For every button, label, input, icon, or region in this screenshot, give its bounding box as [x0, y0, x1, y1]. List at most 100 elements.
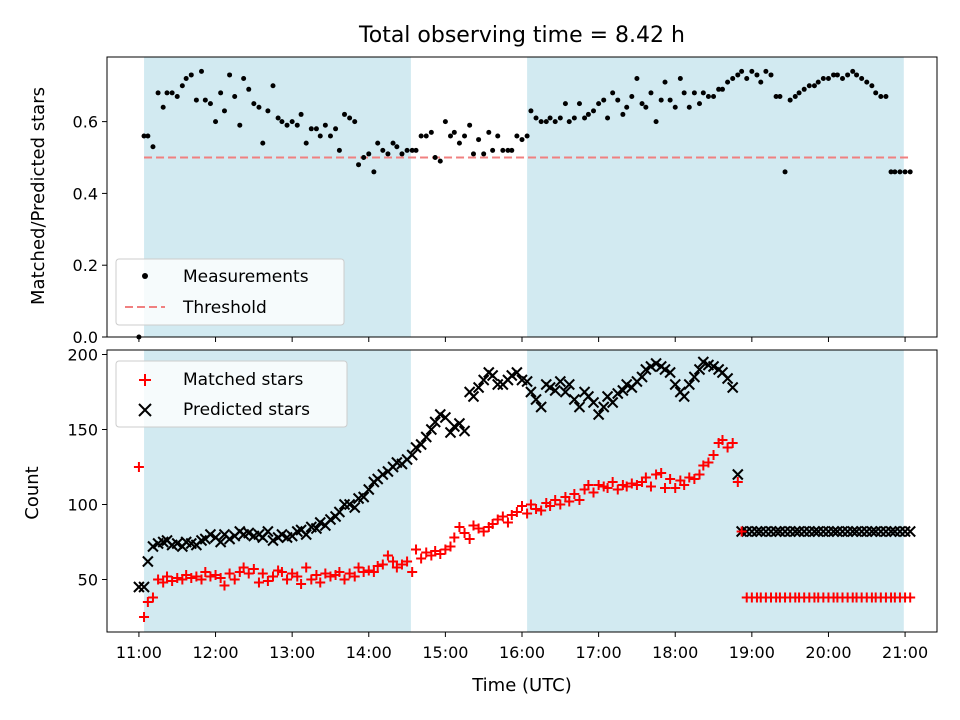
predicted-point: [866, 525, 878, 538]
x-tick-label: 21:00: [882, 643, 928, 662]
matched-point: [253, 577, 264, 588]
y-tick-label: 0.0: [73, 328, 98, 347]
measurement-point: [289, 119, 295, 125]
matched-point: [621, 481, 632, 492]
measurement-point: [639, 101, 645, 107]
x-tick-label: 12:00: [192, 643, 238, 662]
y-tick-label: 50: [78, 571, 98, 590]
predicted-point: [645, 360, 657, 373]
measurement-point: [470, 151, 476, 157]
matched-point: [602, 483, 613, 493]
matched-point: [158, 577, 169, 588]
predicted-point: [420, 431, 432, 443]
predicted-point: [669, 378, 681, 391]
measurement-point: [806, 83, 812, 89]
measurement-point: [380, 147, 386, 153]
y-tick-label: 200: [67, 346, 98, 365]
predicted-point: [636, 371, 648, 383]
predicted-point: [755, 525, 767, 538]
matched-point: [492, 514, 503, 525]
measurement-point: [796, 90, 802, 96]
predicted-point: [683, 378, 695, 391]
matched-point: [670, 483, 681, 493]
x-tick-label: 18:00: [652, 643, 698, 662]
matched-point: [435, 549, 446, 559]
matched-point: [550, 495, 561, 505]
measurement-point: [566, 119, 572, 125]
predicted-point: [587, 396, 600, 409]
measurement-point: [413, 147, 419, 153]
measurement-point: [533, 115, 539, 121]
measurement-point: [227, 72, 233, 78]
measurement-point: [356, 162, 362, 168]
predicted-point: [343, 498, 356, 511]
measurement-point: [509, 147, 515, 153]
measurement-point: [207, 101, 213, 107]
predicted-point: [808, 525, 821, 538]
predicted-point: [697, 356, 710, 368]
predicted-point: [789, 525, 801, 538]
measurement-point: [845, 72, 851, 78]
measurement-point: [456, 140, 462, 146]
matched-point: [172, 573, 183, 583]
measurement-point: [739, 68, 745, 74]
measurement-point: [610, 90, 616, 96]
measurement-point: [218, 90, 224, 96]
measurement-point: [854, 72, 860, 78]
predicted-point: [817, 525, 830, 538]
measurement-point: [481, 151, 487, 157]
measurement-point: [892, 169, 898, 175]
predicted-point: [880, 525, 892, 538]
measurement-point: [543, 119, 549, 125]
predicted-point: [554, 375, 567, 388]
matched-point: [525, 499, 536, 510]
predicted-point: [363, 483, 375, 496]
matched-point: [684, 472, 695, 483]
predicted-point: [448, 420, 461, 433]
predicted-point: [827, 525, 840, 538]
measurement-point: [327, 133, 333, 139]
matched-point: [421, 547, 432, 558]
measurement-point: [265, 108, 271, 114]
matched-point: [588, 487, 599, 498]
y-tick-label: 0.2: [73, 256, 98, 275]
matched-point: [517, 501, 527, 511]
matched-point: [353, 562, 364, 573]
matched-point: [736, 526, 747, 537]
matched-point: [502, 517, 513, 528]
measurement-point: [585, 111, 591, 117]
chart-title: Total observing time = 8.42 h: [358, 23, 685, 48]
measurement-point: [883, 93, 889, 99]
matched-point: [407, 567, 418, 577]
measurement-point: [700, 90, 706, 96]
predicted-point: [357, 491, 370, 503]
measurement-point: [744, 76, 750, 82]
measurement-point: [677, 76, 683, 82]
measurement-point: [237, 122, 243, 128]
matched-point: [698, 460, 709, 471]
predicted-point: [444, 426, 457, 439]
measurement-point: [347, 115, 353, 121]
matched-point: [142, 597, 153, 607]
matched-point: [440, 544, 451, 555]
measurement-point: [303, 140, 309, 146]
measurement-point: [437, 158, 443, 164]
matched-point: [320, 568, 331, 579]
predicted-point: [850, 525, 863, 538]
measurement-point: [308, 126, 314, 132]
measurement-point: [653, 119, 659, 125]
measurement-point: [183, 76, 189, 82]
predicted-point: [870, 525, 882, 538]
measurement-point: [634, 76, 640, 82]
matched-point: [162, 571, 173, 582]
predicted-point: [492, 378, 504, 391]
measurement-point: [404, 147, 410, 153]
measurement-point: [763, 68, 769, 74]
measurement-point: [399, 151, 405, 157]
measurement-point: [246, 86, 252, 92]
measurement-point: [859, 76, 865, 82]
measurement-point: [820, 76, 826, 82]
measurement-point: [256, 104, 262, 110]
measurement-point: [758, 79, 764, 85]
measurement-point: [672, 104, 678, 110]
